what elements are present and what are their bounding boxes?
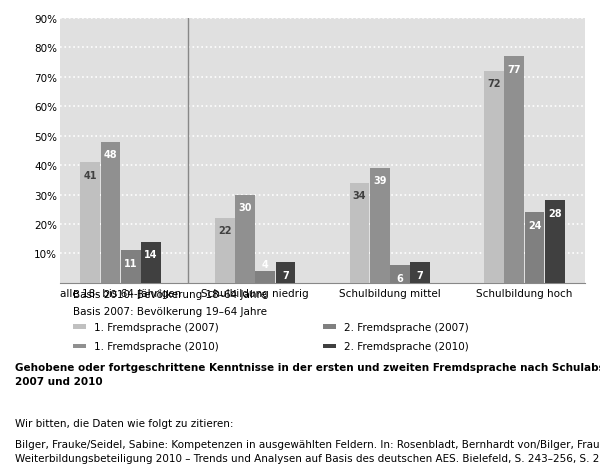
Bar (73, 344, 86, 348)
Text: 2. Fremdsprache (2007): 2. Fremdsprache (2007) (343, 322, 468, 332)
Text: 6: 6 (397, 273, 403, 283)
Bar (410, 263, 430, 283)
Text: 24: 24 (528, 220, 541, 230)
Text: 34: 34 (353, 191, 366, 201)
Bar (370, 169, 389, 283)
Bar (141, 242, 161, 283)
Bar (505, 57, 524, 283)
Text: 7: 7 (417, 270, 424, 280)
Text: Basis 2010: Bevölkerung 18–64 Jahre: Basis 2010: Bevölkerung 18–64 Jahre (73, 289, 267, 299)
Bar (323, 344, 335, 348)
Bar (101, 142, 121, 283)
Bar (390, 266, 410, 283)
Bar (121, 251, 140, 283)
Bar (545, 201, 565, 283)
Text: 72: 72 (487, 79, 501, 89)
Bar (484, 72, 504, 283)
Text: 28: 28 (548, 208, 562, 218)
Bar (323, 325, 335, 329)
Bar (80, 163, 100, 283)
Text: Gehobene oder fortgeschrittene Kenntnisse in der ersten und zweiten Fremdsprache: Gehobene oder fortgeschrittene Kenntniss… (15, 362, 600, 386)
Text: 22: 22 (218, 226, 232, 236)
Bar (350, 183, 370, 283)
Bar (235, 195, 255, 283)
Text: 77: 77 (508, 65, 521, 75)
Text: 11: 11 (124, 258, 137, 268)
Text: 14: 14 (144, 249, 158, 259)
Bar (275, 263, 295, 283)
Bar (524, 213, 544, 283)
Text: 4: 4 (262, 259, 269, 269)
Text: 1. Fremdsprache (2010): 1. Fremdsprache (2010) (94, 341, 219, 351)
Text: 2. Fremdsprache (2010): 2. Fremdsprache (2010) (343, 341, 468, 351)
Text: Wir bitten, die Daten wie folgt zu zitieren:: Wir bitten, die Daten wie folgt zu zitie… (15, 418, 233, 428)
Text: Bilger, Frauke/Seidel, Sabine: Kompetenzen in ausgewählten Feldern. In: Rosenbla: Bilger, Frauke/Seidel, Sabine: Kompetenz… (15, 439, 600, 463)
Text: 1. Fremdsprache (2007): 1. Fremdsprache (2007) (94, 322, 219, 332)
Bar (73, 325, 86, 329)
Text: Basis 2007: Bevölkerung 19–64 Jahre: Basis 2007: Bevölkerung 19–64 Jahre (73, 306, 267, 316)
Text: 41: 41 (83, 170, 97, 180)
Bar (215, 218, 235, 283)
Text: 30: 30 (238, 202, 252, 212)
Text: 7: 7 (282, 270, 289, 280)
Text: 39: 39 (373, 176, 386, 186)
Text: 48: 48 (104, 149, 117, 159)
Bar (256, 271, 275, 283)
